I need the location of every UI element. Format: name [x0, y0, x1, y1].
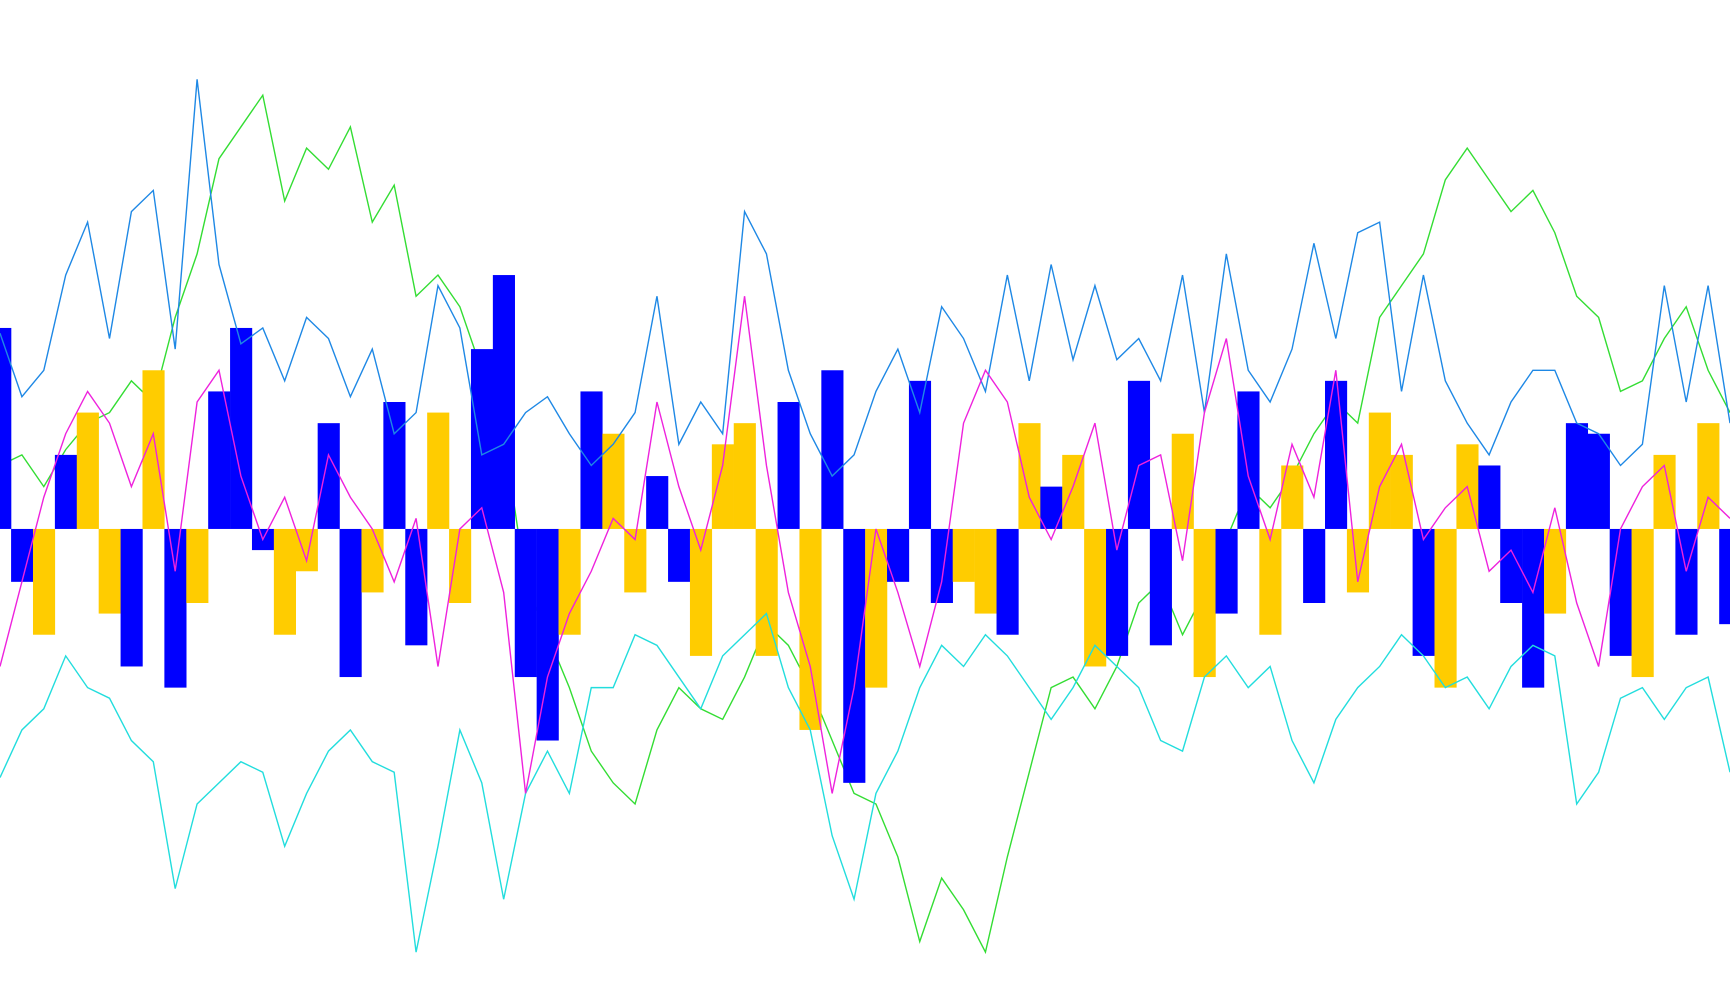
histogram-bar — [733, 423, 756, 529]
indicator-line — [0, 79, 1730, 478]
histogram-bar — [558, 528, 581, 635]
histogram-bar — [273, 528, 296, 635]
histogram-bar — [996, 528, 1019, 635]
histogram-bar — [580, 391, 603, 529]
histogram-bar — [405, 528, 428, 646]
histogram-bar — [1346, 528, 1370, 593]
histogram-bar — [317, 423, 340, 529]
histogram-bar — [1587, 433, 1610, 529]
histogram-bar — [1193, 528, 1216, 678]
histogram-bar — [1500, 528, 1523, 603]
histogram-bar — [887, 528, 910, 582]
histogram-bar — [1719, 528, 1730, 625]
histogram-bar — [755, 528, 778, 656]
histogram-bar — [470, 349, 494, 529]
histogram-bar — [646, 476, 669, 529]
histogram-bar — [1609, 528, 1632, 656]
indicator-line — [0, 93, 1730, 955]
histogram-bar — [1325, 380, 1348, 529]
histogram-bar — [668, 528, 691, 582]
histogram-bar — [1259, 528, 1282, 635]
histogram-bar — [1697, 423, 1720, 529]
histogram-bar — [1522, 528, 1545, 688]
histogram-bar — [624, 528, 647, 593]
histogram-bar — [208, 391, 231, 529]
histogram-bar — [1171, 433, 1194, 529]
histogram-bar — [164, 528, 187, 688]
histogram-bar — [1040, 486, 1063, 529]
histogram-bar — [1237, 391, 1260, 529]
histogram-bar — [361, 528, 384, 593]
histogram-bar — [689, 528, 713, 656]
histogram-bar — [1434, 528, 1457, 688]
histogram-bar — [1127, 380, 1151, 529]
histogram-bar — [602, 433, 625, 529]
histogram-bar — [186, 528, 209, 603]
histogram-bar — [339, 528, 362, 678]
histogram-bar — [514, 528, 537, 678]
histogram-bar — [1675, 528, 1698, 635]
histogram-bar — [1215, 528, 1238, 614]
histogram-bar — [427, 412, 450, 529]
histogram-bar — [1149, 528, 1172, 646]
histogram-bar — [1653, 454, 1676, 529]
histogram-bar — [1543, 528, 1567, 614]
histogram-bar — [1303, 528, 1326, 603]
histogram-bar — [0, 327, 12, 529]
histogram-bar — [952, 528, 975, 582]
histogram-bar — [1390, 454, 1413, 529]
histogram-bar — [1412, 528, 1435, 656]
histogram-bar — [777, 402, 800, 529]
indicator-line — [0, 612, 1730, 953]
histogram-bar — [711, 444, 734, 529]
histogram-bar — [1084, 528, 1107, 667]
histogram-bar — [908, 380, 932, 529]
histogram-bar — [1018, 423, 1041, 529]
histogram-bar — [536, 528, 559, 741]
histogram-bar — [1565, 423, 1589, 529]
histogram-bar — [799, 528, 822, 730]
histogram-bar — [295, 528, 318, 572]
histogram-bar — [120, 528, 143, 667]
histogram-bar — [383, 402, 406, 529]
histogram-bar — [1106, 528, 1129, 656]
histogram-bar — [1631, 528, 1654, 678]
indicator-line — [0, 296, 1730, 794]
histogram-bar — [1368, 412, 1391, 529]
histogram-bar — [76, 412, 99, 529]
histogram-bar — [1478, 465, 1501, 529]
histogram-bar — [843, 528, 866, 783]
histogram-bar — [930, 528, 953, 603]
histogram-bar — [142, 370, 165, 529]
histogram-bar — [974, 528, 997, 614]
histogram-bar — [1062, 454, 1085, 529]
histogram-bar — [230, 327, 253, 529]
histogram-bar — [1281, 465, 1304, 529]
histogram-bar — [98, 528, 121, 614]
histogram-bar — [54, 454, 78, 529]
histogram-bar — [11, 528, 34, 582]
histogram-bar — [492, 275, 515, 529]
histogram-bar — [821, 370, 844, 529]
histogram-bar — [32, 528, 56, 635]
histogram-bar — [449, 528, 472, 603]
